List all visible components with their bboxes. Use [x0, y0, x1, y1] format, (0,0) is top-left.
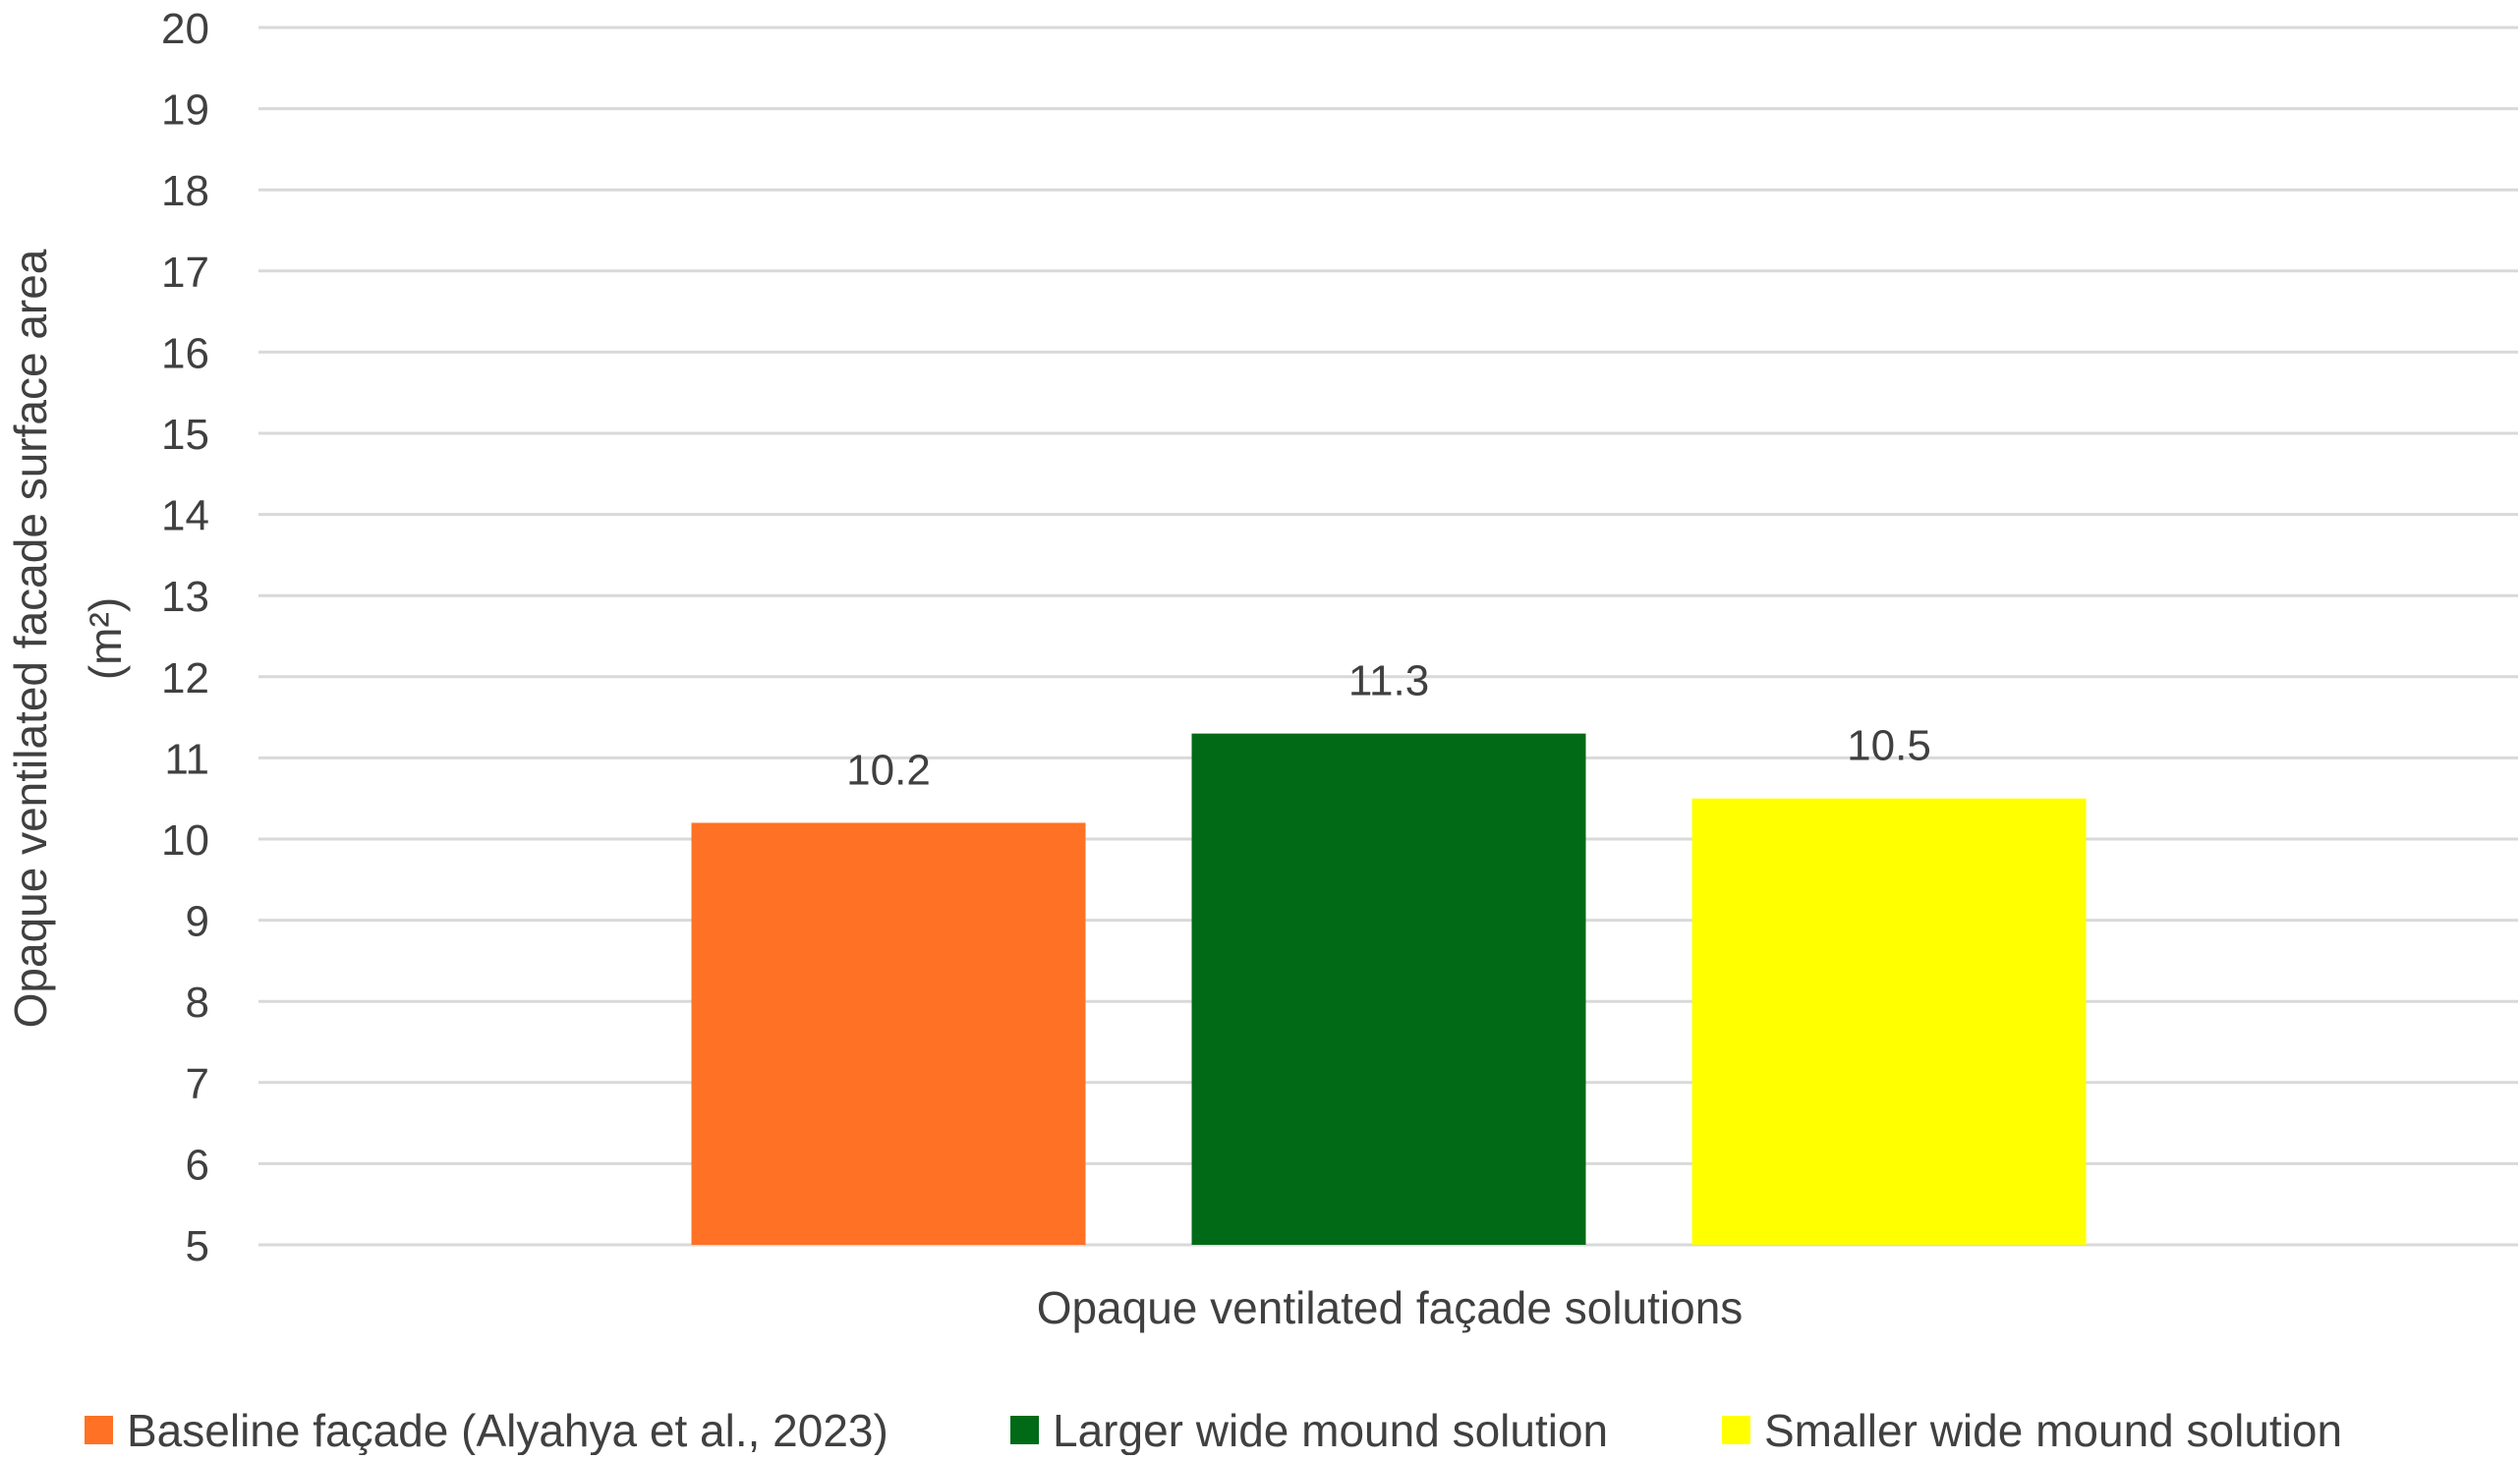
y-tick-label: 11 — [164, 735, 209, 783]
legend: Baseline façade (Alyahya et al., 2023) La… — [85, 1405, 2342, 1456]
legend-label: Baseline façade (Alyahya et al., 2023) — [127, 1405, 888, 1455]
bar — [1191, 733, 1586, 1245]
y-tick-label: 6 — [186, 1141, 209, 1189]
y-axis-unit: (m²) — [80, 597, 131, 680]
y-tick-label: 10 — [161, 816, 209, 865]
legend-label: Larger wide mound solution — [1053, 1405, 1608, 1455]
y-tick-label: 14 — [161, 492, 209, 540]
y-tick-label: 8 — [186, 979, 209, 1027]
y-tick-label: 7 — [186, 1060, 209, 1108]
y-tick-label: 17 — [161, 249, 209, 297]
y-axis-unit-group: (m²) — [80, 597, 131, 680]
bars — [691, 733, 2087, 1245]
y-tick-label: 12 — [161, 654, 209, 702]
data-label: 10.5 — [1847, 722, 1931, 770]
legend-swatch — [1722, 1416, 1750, 1444]
x-axis-title: Opaque ventilated façade solutions — [1037, 1282, 1744, 1333]
y-axis-title-group: Opaque ventilated facade surface area — [5, 249, 56, 1028]
y-axis-ticks: 5 6 7 8 9 10 11 12 13 14 15 16 17 18 19 20 — [161, 5, 209, 1270]
y-tick-label: 9 — [186, 898, 209, 946]
legend-label: Smaller wide mound solution — [1764, 1405, 2342, 1455]
data-labels: 10.2 11.3 10.5 — [846, 657, 1931, 795]
legend-swatch — [85, 1416, 113, 1444]
y-tick-label: 19 — [161, 86, 209, 135]
bar — [691, 822, 1086, 1245]
y-tick-label: 5 — [186, 1222, 209, 1270]
y-tick-label: 15 — [161, 411, 209, 459]
y-tick-label: 13 — [161, 573, 209, 621]
data-label: 10.2 — [846, 746, 931, 794]
bar — [1691, 798, 2087, 1245]
y-axis-title: Opaque ventilated facade surface area — [5, 249, 56, 1028]
y-tick-label: 20 — [161, 5, 209, 53]
data-label: 11.3 — [1348, 657, 1429, 705]
y-tick-label: 18 — [161, 167, 209, 215]
y-tick-label: 16 — [161, 329, 209, 377]
legend-swatch — [1010, 1416, 1039, 1444]
